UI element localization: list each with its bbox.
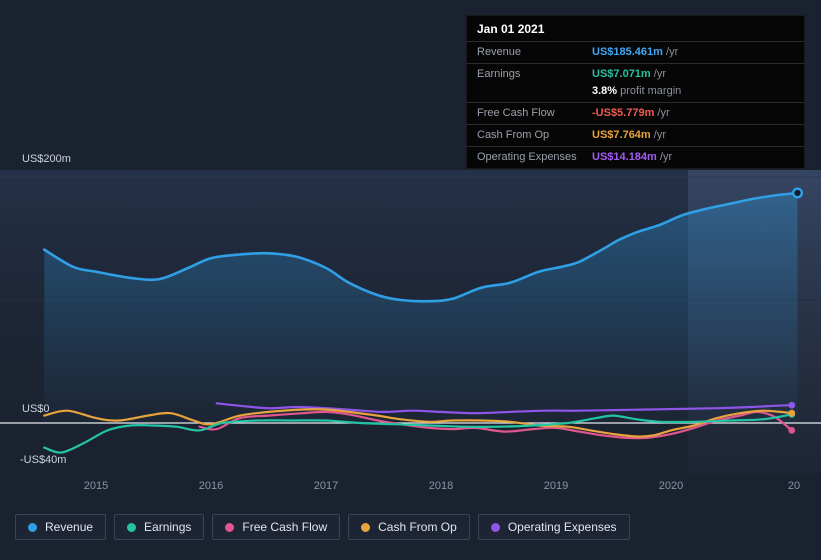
tooltip-row-value: US$185.461m bbox=[592, 46, 663, 58]
tooltip-row-label: Free Cash Flow bbox=[477, 107, 555, 119]
x-axis-label-2016: 2016 bbox=[198, 480, 224, 492]
tooltip-row-earnings: Earnings US$7.071m /yr 3.8% profit margin bbox=[467, 63, 804, 102]
y-axis-label-neg40m: -US$40m bbox=[20, 454, 67, 466]
tooltip-date: Jan 01 2021 bbox=[477, 22, 545, 36]
endpoint-marker-revenue bbox=[792, 187, 804, 199]
tooltip-row-label: Revenue bbox=[477, 46, 522, 58]
tooltip-row-value: US$7.071m bbox=[592, 68, 651, 80]
tooltip-row-unit: /yr bbox=[662, 46, 679, 58]
tooltip-row-value: US$7.764m bbox=[592, 129, 651, 141]
x-axis-label-20: 20 bbox=[787, 480, 801, 492]
legend-item-operating-expenses[interactable]: Operating Expenses bbox=[477, 514, 630, 540]
tooltip-row-label: Cash From Op bbox=[477, 129, 550, 141]
legend-item-revenue[interactable]: Revenue bbox=[15, 514, 107, 540]
tooltip-row-label: Operating Expenses bbox=[477, 151, 577, 163]
y-axis-label-0: US$0 bbox=[22, 403, 50, 415]
legend-color-dot-icon bbox=[361, 522, 371, 532]
series-line-operating-expenses bbox=[215, 402, 793, 415]
tooltip-row-free-cash-flow: Free Cash Flow -US$5.779m /yr bbox=[467, 102, 804, 124]
x-axis-label-2019: 2019 bbox=[543, 480, 569, 492]
profit-margin-text: profit margin bbox=[617, 85, 682, 97]
y-axis-label-200m: US$200m bbox=[22, 153, 71, 165]
x-axis-label-2020: 2020 bbox=[658, 480, 684, 492]
series-line-revenue bbox=[42, 191, 799, 303]
legend-label: Free Cash Flow bbox=[242, 520, 328, 534]
legend-item-cash-from-op[interactable]: Cash From Op bbox=[348, 514, 470, 540]
tooltip-row-value: US$14.184m bbox=[592, 151, 657, 163]
legend-item-earnings[interactable]: Earnings bbox=[114, 514, 205, 540]
tooltip-row-unit: /yr bbox=[654, 107, 670, 119]
x-axis-label-2015: 2015 bbox=[83, 480, 109, 492]
chart-tooltip: Jan 01 2021 Revenue US$185.461m /yr Earnin… bbox=[466, 15, 805, 169]
legend-label: Earnings bbox=[144, 520, 192, 534]
legend-color-dot-icon bbox=[490, 522, 500, 532]
tooltip-row-operating-expenses: Operating Expenses US$14.184m /yr bbox=[467, 146, 804, 168]
tooltip-row-revenue: Revenue US$185.461m /yr bbox=[467, 41, 804, 63]
legend-color-dot-icon bbox=[28, 522, 37, 532]
profit-margin-value: 3.8% bbox=[592, 85, 618, 97]
tooltip-row-value: -US$5.779m bbox=[592, 107, 655, 119]
legend-color-dot-icon bbox=[127, 522, 137, 532]
x-axis-label-2017: 2017 bbox=[313, 480, 339, 492]
revenue-area-fill bbox=[44, 193, 798, 423]
tooltip-row-unit: /yr bbox=[650, 129, 666, 141]
series-line-cash-from-op bbox=[43, 408, 793, 438]
legend-color-dot-icon bbox=[225, 522, 235, 532]
tooltip-row-unit: /yr bbox=[656, 151, 673, 163]
legend-label: Revenue bbox=[45, 520, 94, 534]
legend-item-free-cash-flow[interactable]: Free Cash Flow bbox=[212, 514, 341, 540]
legend-label: Cash From Op bbox=[378, 520, 457, 534]
series-line-earnings bbox=[43, 413, 793, 454]
x-axis-label-2018: 2018 bbox=[428, 480, 454, 492]
tooltip-row-unit: /yr bbox=[650, 68, 666, 80]
endpoint-marker-cash-from-op bbox=[788, 409, 796, 417]
endpoint-marker-free-cash-flow bbox=[788, 426, 796, 434]
tooltip-row-cash-from-op: Cash From Op US$7.764m /yr bbox=[467, 124, 804, 146]
legend-label: Operating Expenses bbox=[507, 520, 617, 534]
tooltip-rows: Revenue US$185.461m /yr Earnings US$7.071m … bbox=[467, 41, 804, 168]
profit-margin-line: 3.8% profit margin bbox=[592, 84, 794, 98]
endpoint-marker-operating-expenses bbox=[788, 401, 796, 409]
tooltip-row-label: Earnings bbox=[477, 68, 521, 80]
chart-legend: Revenue Earnings Free Cash Flow Cash From O… bbox=[15, 514, 630, 540]
